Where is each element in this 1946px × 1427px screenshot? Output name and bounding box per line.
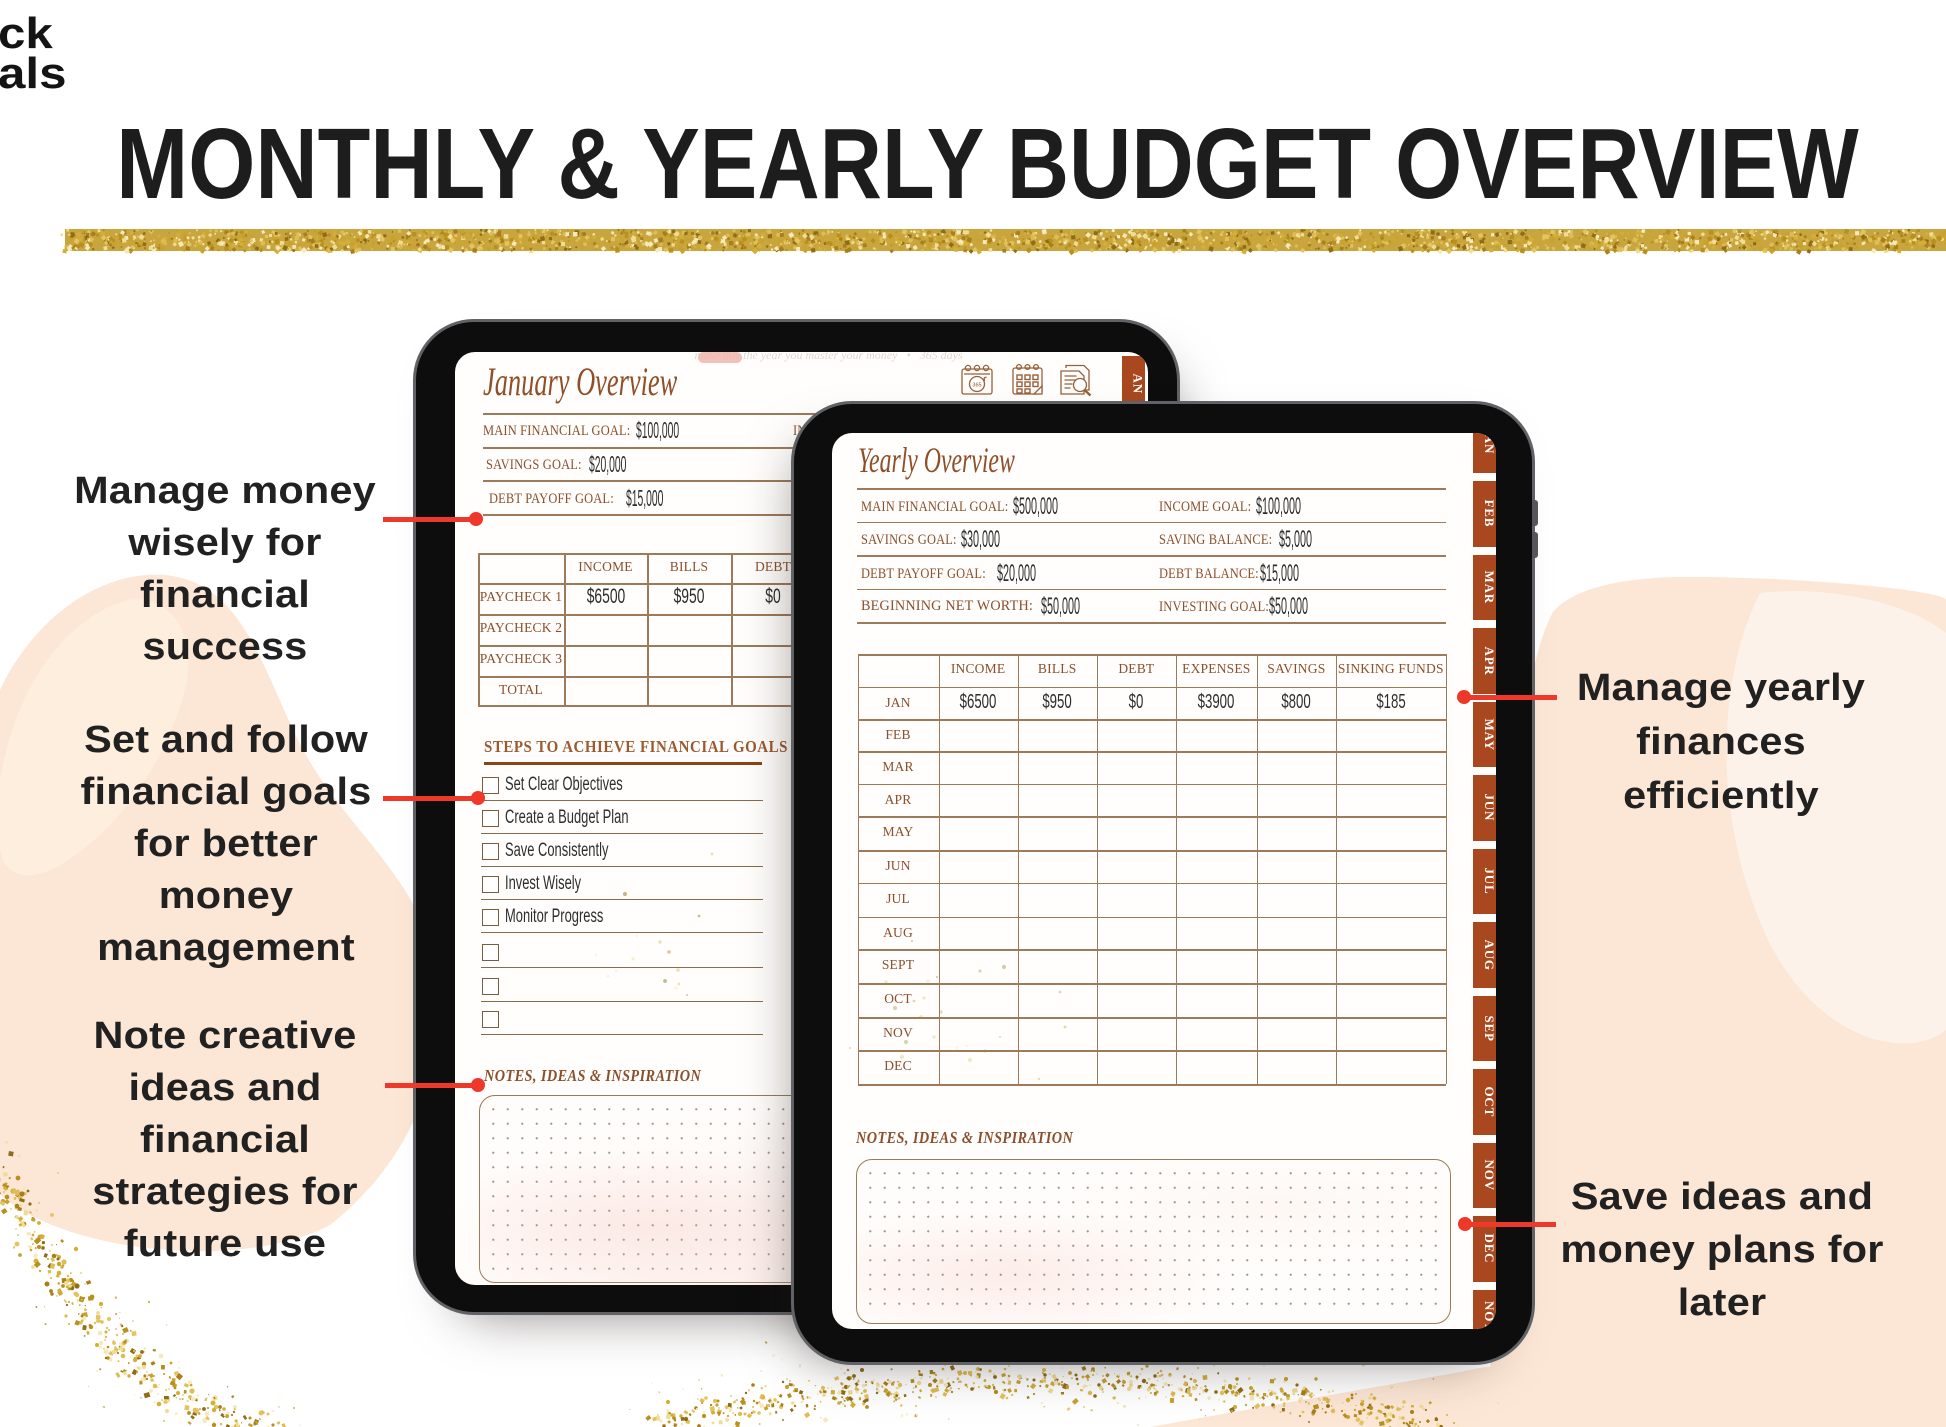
svg-text:365: 365 xyxy=(972,383,981,389)
